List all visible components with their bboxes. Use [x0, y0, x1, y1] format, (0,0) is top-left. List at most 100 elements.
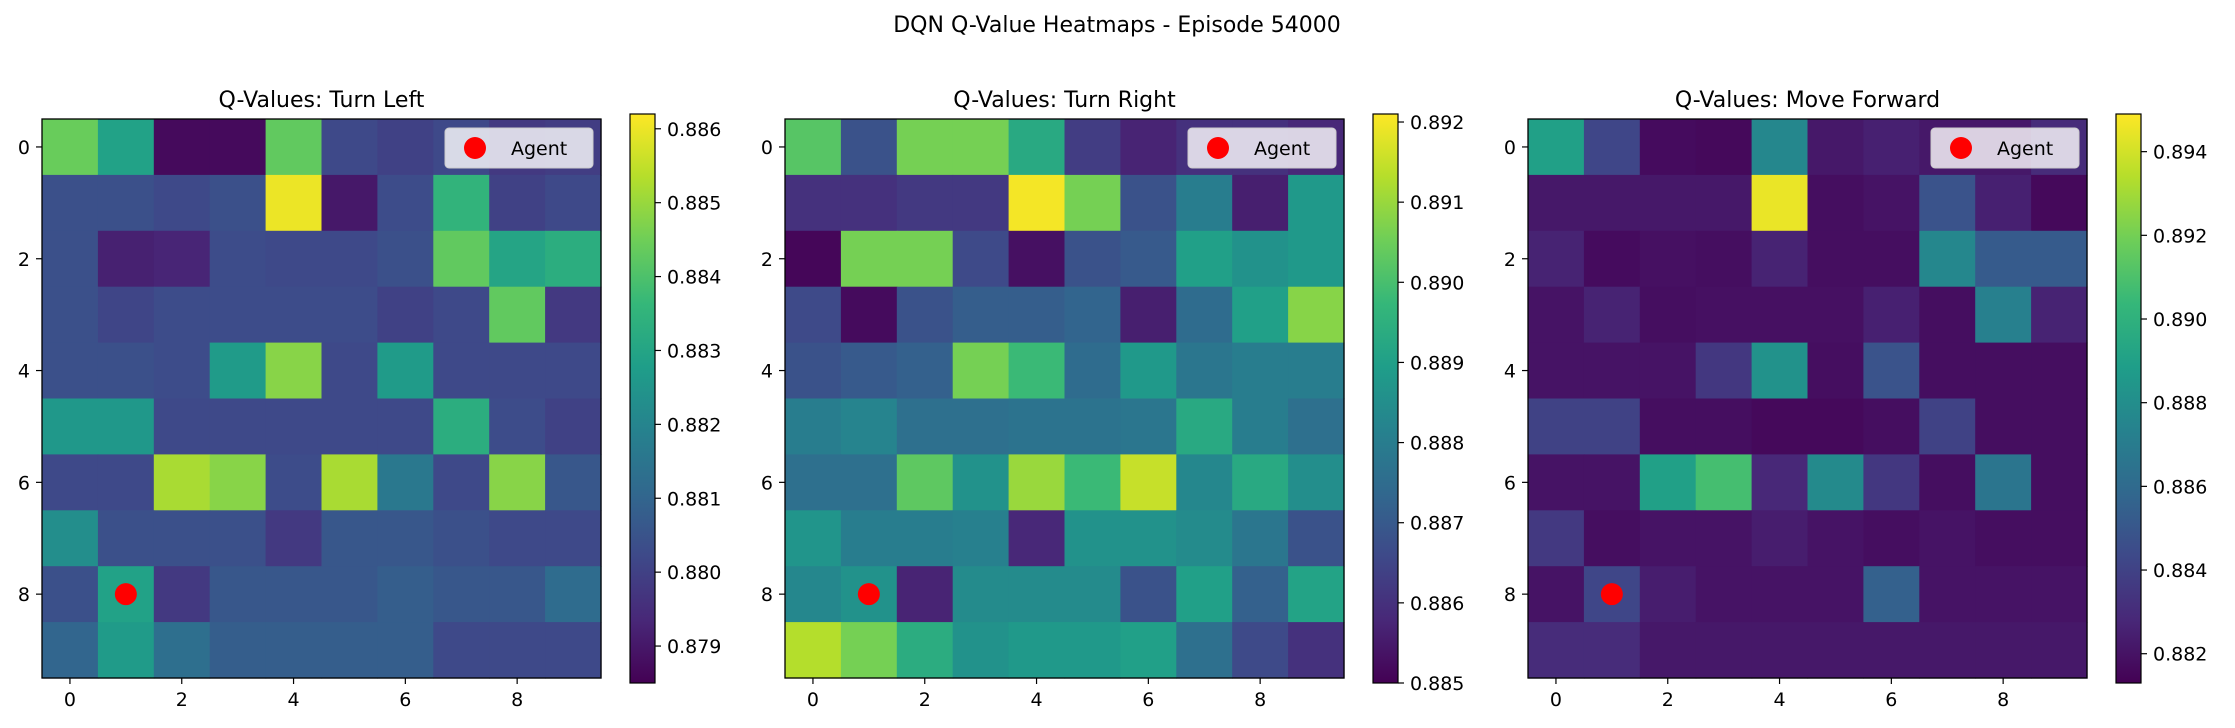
heatmap-cell [1639, 622, 1697, 679]
heatmap-panel-1: Q-Values: Turn Right 0 2 4 6 8 0 2 4 6 8 Agent 0.885… [761, 88, 1465, 711]
heatmap-cell [1919, 286, 1976, 344]
heatmap-cell [1528, 454, 1585, 511]
heatmap-panel-2: Q-Values: Move Forward 0 2 4 6 8 0 2 4 6 8 Agent 0.8… [1504, 88, 2208, 711]
heatmap-cell [896, 622, 954, 679]
plot-frame [41, 118, 602, 679]
heatmap-cell [1232, 510, 1289, 567]
heatmap-cell [265, 454, 323, 511]
heatmap-cell [1008, 342, 1066, 400]
heatmap-cell [1120, 286, 1177, 344]
y-tick-label: 4 [761, 361, 773, 383]
heatmap-cell [1695, 119, 1753, 176]
heatmap-cell [952, 622, 1010, 679]
heatmap-cell [1120, 174, 1177, 232]
heatmap-cell [1008, 398, 1066, 455]
heatmap-cell [97, 342, 155, 400]
heatmap-cell [545, 230, 602, 288]
heatmap-cell [1176, 454, 1233, 511]
heatmap-cell [840, 622, 898, 679]
heatmap-cell [1008, 286, 1066, 344]
colorbar-tick-label: 0.880 [667, 562, 721, 584]
heatmap-cell [265, 398, 323, 455]
heatmap-cell [153, 622, 211, 679]
heatmap-cell [545, 398, 602, 455]
heatmap-cell [1583, 454, 1641, 511]
heatmap-cell [785, 230, 842, 288]
heatmap-cell [321, 342, 378, 400]
panel-title: Q-Values: Turn Left [219, 88, 425, 113]
heatmap-cell [433, 454, 490, 511]
colorbar-tick-label: 0.886 [1410, 593, 1464, 615]
heatmap-cell [1975, 174, 2032, 232]
heatmap-cell [1807, 398, 1864, 455]
heatmap-cell [489, 622, 546, 679]
heatmap-cell [97, 398, 155, 455]
heatmap-cell [433, 286, 490, 344]
heatmap-cell [896, 174, 954, 232]
heatmap-cell [1639, 119, 1697, 176]
heatmap-cell [896, 566, 954, 623]
heatmap-cell [952, 119, 1010, 176]
heatmap-cell [209, 119, 267, 176]
heatmap-cell [1064, 174, 1121, 232]
heatmap-cell [840, 454, 898, 511]
heatmap-cell [1176, 622, 1233, 679]
x-tick-label: 0 [1550, 689, 1562, 711]
heatmap-cell [896, 510, 954, 567]
y-tick-label: 4 [1504, 361, 1516, 383]
heatmap-cell [896, 286, 954, 344]
heatmap-cell [1120, 566, 1177, 623]
heatmap-cell [1176, 510, 1233, 567]
heatmap-cell [433, 510, 490, 567]
heatmap-cell [1120, 454, 1177, 511]
heatmap-cell [896, 454, 954, 511]
heatmap-cell [545, 286, 602, 344]
x-tick-label: 0 [64, 689, 76, 711]
heatmap-cell [42, 174, 99, 232]
heatmap-cell [1919, 454, 1976, 511]
heatmap-cell [321, 174, 378, 232]
y-tick-label: 0 [1504, 137, 1516, 159]
heatmap-cell [209, 398, 267, 455]
heatmap-cell [265, 510, 323, 567]
figure-suptitle: DQN Q-Value Heatmaps - Episode 54000 [893, 13, 1341, 38]
heatmap-cell [1807, 174, 1864, 232]
y-tick-label: 6 [1504, 472, 1516, 494]
heatmap-cell [1919, 510, 1976, 567]
heatmap-cell [2031, 342, 2088, 400]
heatmap-cell [321, 286, 378, 344]
heatmap-cell [785, 566, 842, 623]
heatmap-cell [545, 454, 602, 511]
heatmap-cell [1064, 622, 1121, 679]
legend-box [1930, 127, 2080, 169]
heatmap-cell [952, 398, 1010, 455]
heatmap-cell [97, 230, 155, 288]
heatmap-cell [265, 342, 323, 400]
y-tick-label: 2 [1504, 249, 1516, 271]
heatmap-cell [1232, 566, 1289, 623]
heatmap-cell [785, 286, 842, 344]
heatmap-cell [433, 566, 490, 623]
x-tick-label: 4 [1774, 689, 1786, 711]
heatmap-cell [1232, 454, 1289, 511]
heatmap-cell [1751, 119, 1809, 176]
x-tick-label: 2 [1662, 689, 1674, 711]
heatmap-cell [42, 286, 99, 344]
heatmap-cell [489, 566, 546, 623]
heatmap-cell [785, 622, 842, 679]
heatmap-cell [1975, 230, 2032, 288]
heatmap-cell [1176, 286, 1233, 344]
y-tick-label: 8 [18, 584, 30, 606]
heatmap-cell [1975, 398, 2032, 455]
heatmap-cell [840, 510, 898, 567]
heatmap-cell [1807, 286, 1864, 344]
heatmap-cell [2031, 566, 2088, 623]
colorbar-tick-label: 0.886 [2153, 476, 2207, 498]
panel-title: Q-Values: Turn Right [953, 88, 1176, 113]
colorbar-tick-label: 0.879 [667, 636, 721, 658]
heatmap-cell [785, 398, 842, 455]
plot-frame [784, 118, 1345, 679]
heatmap-cell [1176, 174, 1233, 232]
heatmap-cell [1528, 342, 1585, 400]
